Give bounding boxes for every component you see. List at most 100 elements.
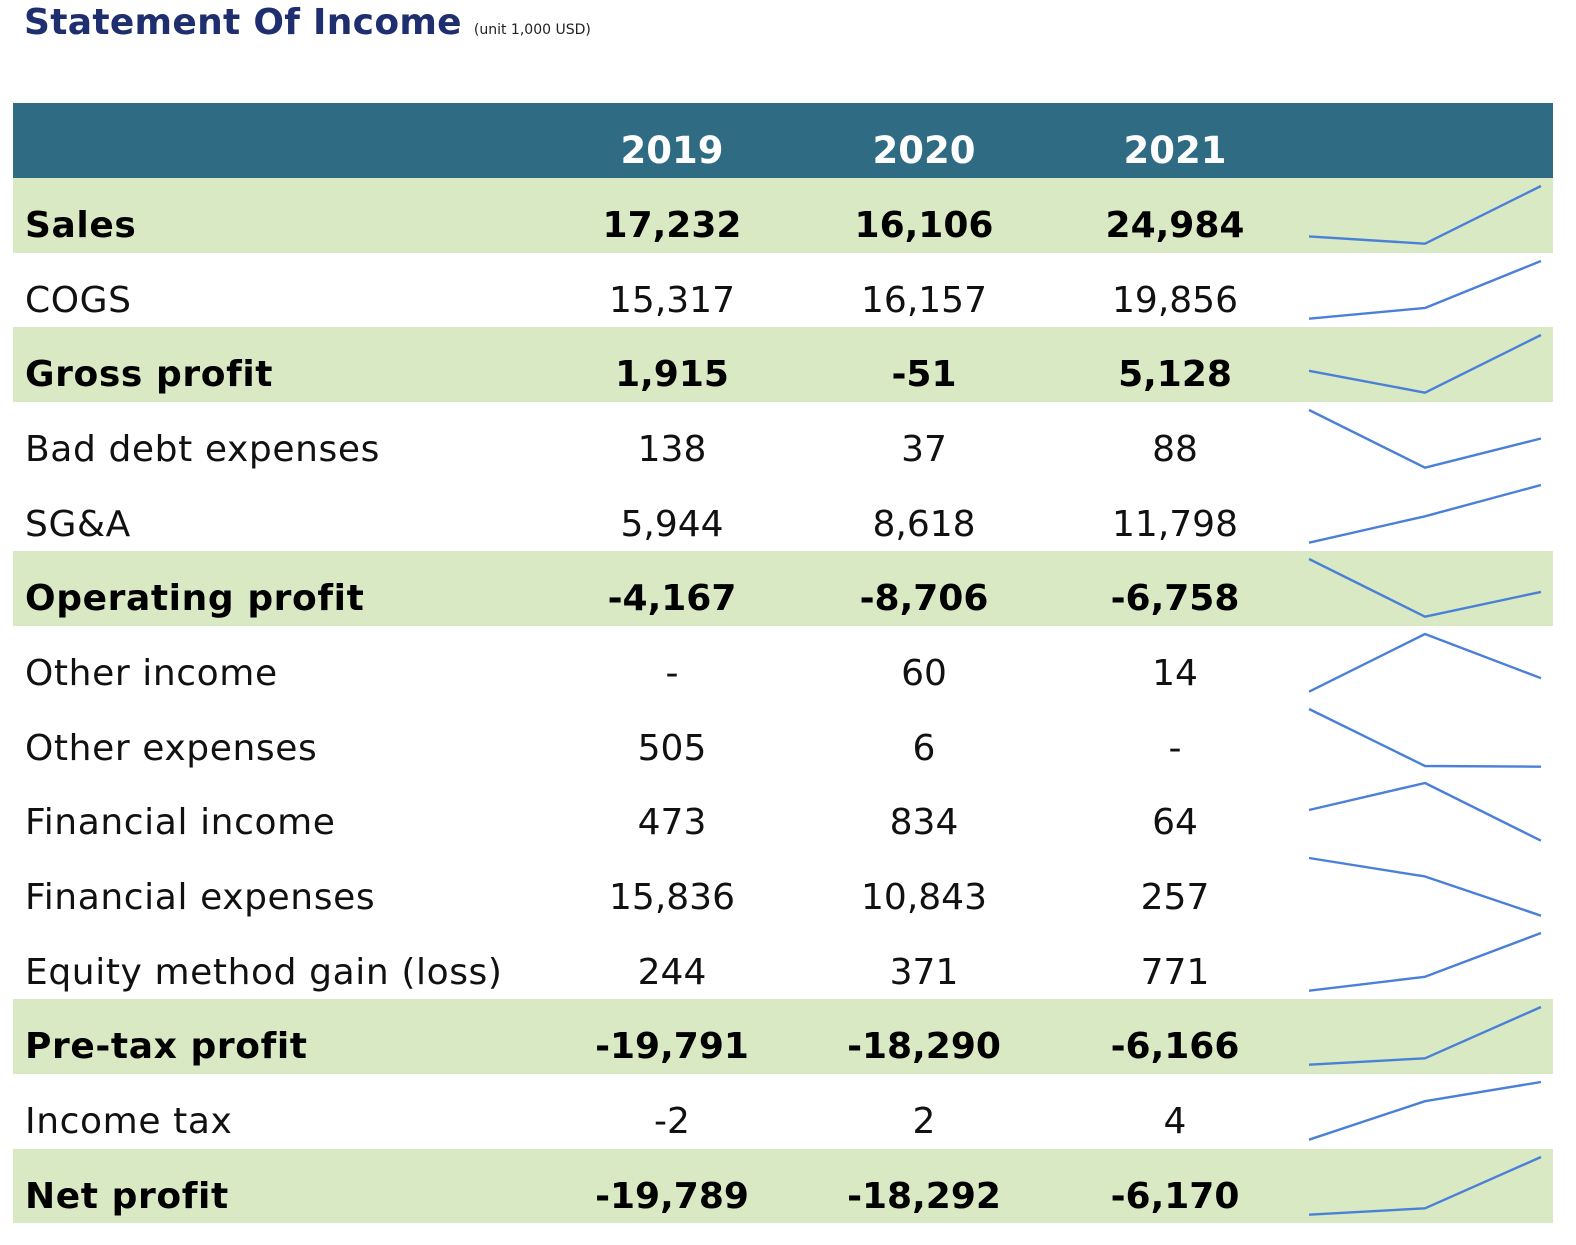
cell-value-2019: 15,836 [609, 876, 735, 918]
sparkline [1308, 1080, 1542, 1141]
cell-value-2019: -4,167 [607, 578, 737, 620]
row-label: Financial expenses [25, 876, 376, 918]
table-row: SG&A 5,944 8,618 11,798 [13, 476, 1553, 552]
cell-value-2021: 5,128 [1118, 354, 1232, 396]
row-label: Operating profit [25, 578, 365, 620]
sparkline [1308, 334, 1542, 395]
table-row: Other expenses 505 6 - [13, 700, 1553, 776]
table-row: COGS 15,317 16,157 19,856 [13, 252, 1553, 328]
cell-value-2020: 8,618 [872, 503, 976, 545]
cell-value-2020: -51 [891, 354, 957, 396]
sparkline-trend [1308, 184, 1542, 245]
cell-value-2021: 14 [1152, 652, 1198, 694]
sparkline-trend [1308, 707, 1541, 768]
table-row: Pre-tax profit -19,791 -18,290 -6,166 [13, 999, 1553, 1074]
table-row: Income tax -2 2 4 [13, 1073, 1553, 1149]
sparkline-trend [1308, 408, 1542, 469]
row-label: COGS [25, 279, 132, 321]
cell-value-2021: 771 [1140, 951, 1210, 993]
sparkline [1308, 184, 1542, 245]
row-label: Income tax [25, 1100, 233, 1142]
cell-value-2020: 16,106 [854, 205, 994, 246]
row-label: Sales [25, 205, 137, 246]
income-statement-table: 2019 2020 2021 Sales 17,232 16,106 24,984 CO… [13, 103, 1553, 1224]
sparkline [1308, 1155, 1542, 1216]
title-block: Statement Of Income (unit 1,000 USD) [24, 2, 591, 52]
sparkline [1308, 782, 1542, 843]
sparkline-trend [1308, 1080, 1542, 1141]
cell-value-2021: 24,984 [1105, 205, 1245, 246]
table-row: Financial expenses 15,836 10,843 257 [13, 849, 1553, 925]
cell-value-2020: 10,843 [861, 876, 987, 918]
unit-note: (unit 1,000 USD) [473, 22, 591, 38]
cell-value-2019: -19,791 [595, 1026, 749, 1068]
table-row: Bad debt expenses 138 37 88 [13, 401, 1553, 477]
cell-value-2021: 4 [1163, 1100, 1187, 1142]
cell-value-2021: 11,798 [1112, 503, 1238, 545]
table-row: Operating profit -4,167 -8,706 -6,758 [13, 551, 1553, 626]
year-header-2020: 2020 [872, 129, 976, 172]
cell-value-2019: -2 [654, 1100, 690, 1142]
cell-value-2020: 371 [889, 951, 959, 993]
table-row: Sales 17,232 16,106 24,984 [13, 178, 1553, 253]
cell-value-2021: -6,758 [1110, 578, 1240, 620]
cell-value-2021: 257 [1140, 876, 1210, 918]
cell-value-2020: 834 [889, 802, 959, 844]
cell-value-2019: 17,232 [602, 205, 742, 246]
cell-value-2020: 37 [901, 428, 947, 470]
cell-value-2020: -8,706 [859, 578, 989, 620]
row-label: Other expenses [25, 727, 318, 769]
cell-value-2019: 473 [637, 802, 707, 844]
sparkline-trend [1308, 334, 1542, 395]
cell-value-2021: - [1168, 727, 1182, 769]
sparkline [1308, 558, 1542, 619]
row-label: Other income [25, 652, 278, 694]
table-row: Other income - 60 14 [13, 625, 1553, 701]
table-row: Net profit -19,789 -18,292 -6,170 [13, 1148, 1553, 1224]
sparkline [1308, 408, 1542, 469]
table-row: Gross profit 1,915 -51 5,128 [13, 327, 1553, 402]
cell-value-2019: -19,789 [595, 1175, 749, 1217]
cell-value-2021: 19,856 [1112, 279, 1238, 321]
cell-value-2020: 60 [901, 652, 947, 694]
sparkline-trend [1308, 782, 1542, 843]
row-label: Bad debt expenses [25, 428, 380, 470]
row-label: Financial income [25, 802, 336, 844]
sparkline [1308, 1006, 1542, 1067]
sparkline [1308, 259, 1542, 320]
sparkline-trend [1308, 558, 1542, 619]
cell-value-2019: - [665, 652, 679, 694]
table-row: Equity method gain (loss) 244 371 771 [13, 924, 1553, 1000]
table-header: 2019 2020 2021 [13, 103, 1553, 178]
sparkline [1308, 931, 1542, 992]
sparkline-trend [1308, 856, 1542, 917]
sparkline-trend [1308, 483, 1542, 544]
sparkline-trend [1308, 1006, 1542, 1067]
cell-value-2019: 5,944 [620, 503, 724, 545]
sparkline [1308, 707, 1541, 768]
cell-value-2019: 505 [637, 727, 707, 769]
sparkline [1308, 483, 1542, 544]
table-body: Sales 17,232 16,106 24,984 COGS 15,317 16,157 1… [13, 178, 1553, 1224]
sparkline [1308, 856, 1542, 917]
row-label: Net profit [25, 1175, 229, 1217]
table-row: Financial income 473 834 64 [13, 775, 1553, 850]
cell-value-2021: -6,166 [1110, 1026, 1240, 1068]
sparkline [1308, 632, 1542, 693]
cell-value-2020: -18,290 [847, 1026, 1001, 1068]
cell-value-2020: 2 [912, 1100, 936, 1142]
cell-value-2021: 88 [1152, 428, 1198, 470]
year-header-2019: 2019 [620, 129, 724, 172]
cell-value-2020: 16,157 [861, 279, 987, 321]
sparkline-trend [1308, 632, 1542, 693]
sparkline-trend [1308, 259, 1542, 320]
cell-value-2021: -6,170 [1110, 1175, 1240, 1217]
cell-value-2020: 6 [912, 727, 936, 769]
row-label: Pre-tax profit [25, 1026, 308, 1068]
cell-value-2019: 244 [637, 951, 707, 993]
row-label: SG&A [25, 503, 131, 545]
cell-value-2020: -18,292 [847, 1175, 1001, 1217]
cell-value-2019: 1,915 [615, 354, 729, 396]
cell-value-2019: 138 [637, 428, 707, 470]
year-header-2021: 2021 [1123, 129, 1227, 172]
